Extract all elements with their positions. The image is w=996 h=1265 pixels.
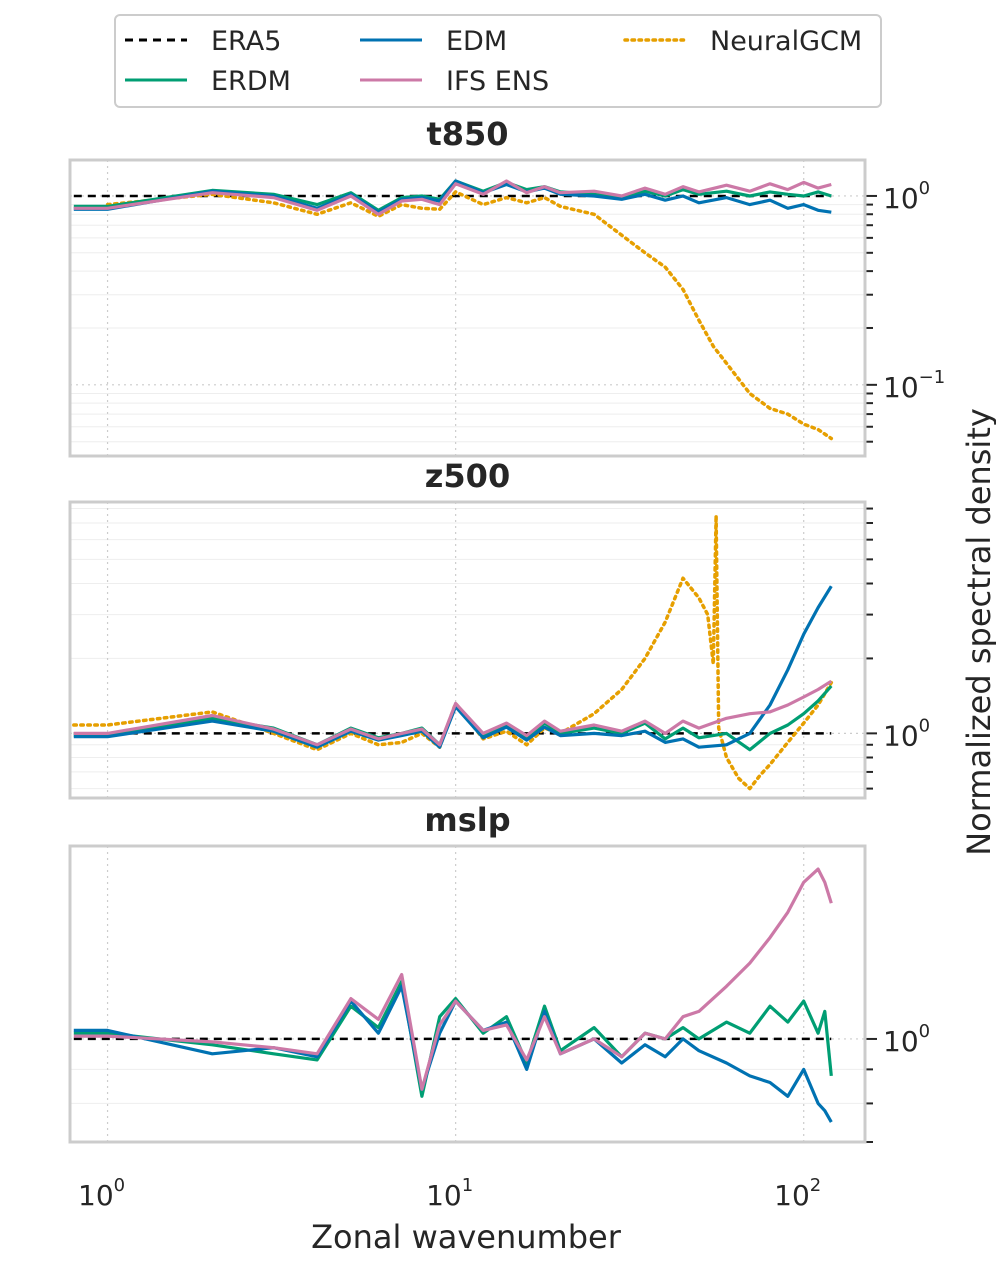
x-tick-label: 102 [774,1175,821,1212]
y-tick-label: 10−1 [883,367,945,404]
legend-frame [114,14,882,108]
legend-label-erdm: ERDM [211,66,291,97]
series-group [73,867,833,1123]
legend-entry-era5: ERA5 [125,26,281,57]
legend-entry-edm: EDM [360,26,507,57]
y-tick-label: 100 [883,178,930,215]
panel-frame [68,500,867,800]
panel-frame [68,158,867,458]
x-axis-label: Zonal wavenumber [311,1218,622,1256]
legend-entry-ifs-ens: IFS ENS [360,66,549,97]
legend-label-ifs-ens: IFS ENS [446,66,549,97]
y-axis-label: Normalized spectral density [960,408,996,856]
legend-label-neuralgcm: NeuralGCM [710,26,862,57]
legend-label-edm: EDM [446,26,507,57]
panel-title: t850 [426,115,508,153]
legend-entry-erdm: ERDM [125,66,291,97]
panel-z500: 100 z500 [68,457,930,800]
x-tick-label: 100 [78,1175,125,1212]
series-line-ifs-ens [73,867,833,1091]
legend-entry-neuralgcm: NeuralGCM [623,26,862,57]
panel-title: mslp [424,801,510,839]
series-line-ifs-ens [73,679,833,747]
y-tick-label: 100 [883,1021,930,1058]
legend: ERA5 EDM NeuralGCM ERDM IFS ENS [114,14,882,108]
series-line-edm [73,585,833,749]
panel-mslp: 100 mslp [68,801,930,1144]
series-line-ifs-ens [73,179,832,216]
series-group [72,513,834,791]
y-tick-label: 100 [883,715,930,752]
panel-frame [68,844,867,1144]
x-axis-ticks: 100 101 102 [78,1175,821,1212]
minor-grid [70,1068,873,1143]
series-line-neuralgcm [72,513,834,791]
minor-grid [70,203,873,443]
panel-title: z500 [425,457,510,495]
legend-label-era5: ERA5 [211,26,281,57]
minor-grid [70,507,873,790]
series-group [73,179,834,441]
panel-t850: 100 10−1 t850 [68,115,945,458]
x-tick-label: 101 [426,1175,473,1212]
series-line-neuralgcm [105,190,834,441]
